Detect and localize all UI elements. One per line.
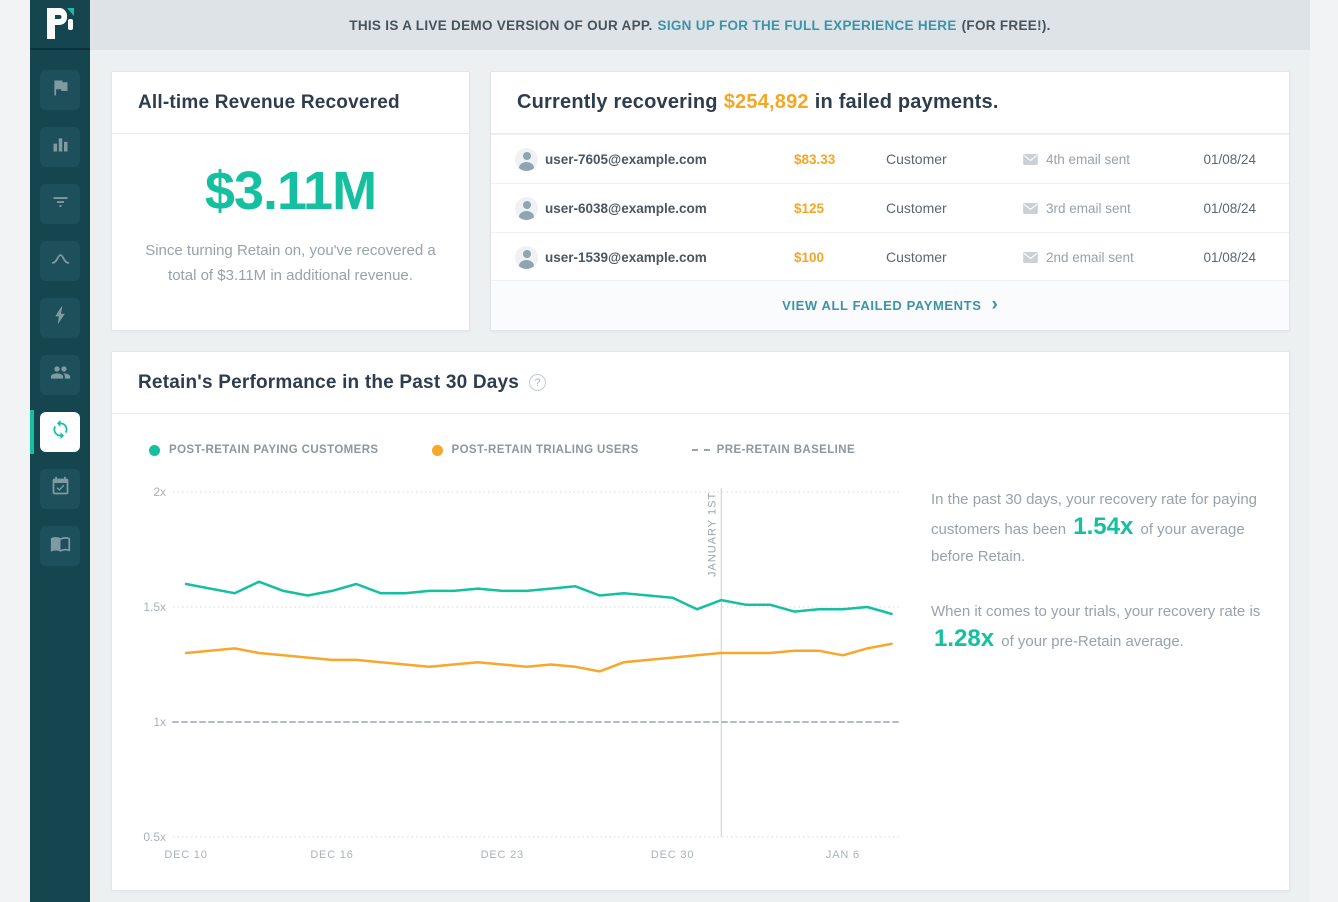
chevron-right-icon: › (991, 295, 997, 314)
avatar (515, 197, 538, 220)
customer-type: Customer (886, 135, 947, 184)
revenue-recovered-card: All-time Revenue Recovered $3.11M Since … (111, 71, 470, 331)
payment-amount: $100 (794, 233, 824, 282)
failed-payments-card: Currently recovering$254,892in failed pa… (490, 71, 1290, 331)
insight-paying: In the past 30 days, your recovery rate … (931, 486, 1283, 570)
sidebar-item-calendar[interactable] (40, 469, 80, 509)
view-all-label: VIEW ALL FAILED PAYMENTS (782, 298, 981, 313)
legend-item-baseline[interactable]: PRE-RETAIN BASELINE (692, 444, 855, 456)
bar-chart-icon (50, 134, 71, 160)
avatar (515, 246, 538, 269)
legend-dot-teal (149, 445, 160, 456)
payment-date: 01/08/24 (1203, 135, 1256, 184)
svg-text:DEC 30: DEC 30 (651, 849, 694, 861)
legend-item-paying[interactable]: POST-RETAIN PAYING CUSTOMERS (149, 444, 379, 456)
avatar (515, 148, 538, 171)
svg-text:JANUARY 1ST: JANUARY 1ST (706, 492, 718, 577)
sidebar-item-users[interactable] (40, 355, 80, 395)
performance-title: Retain's Performance in the Past 30 Days (138, 372, 519, 394)
legend-item-trialing[interactable]: POST-RETAIN TRIALING USERS (432, 444, 639, 456)
calendar-check-icon (50, 476, 71, 502)
lightning-icon (50, 305, 71, 331)
performance-chart: 2x 1.5x 1x 0.5x JANUARY 1ST DEC 10 DEC 16 DEC 2… (136, 481, 926, 873)
sidebar-nav (30, 70, 90, 583)
svg-text:2x: 2x (153, 485, 166, 499)
book-icon (50, 533, 71, 559)
revenue-description: Since turning Retain on, you've recovere… (131, 238, 451, 288)
revenue-card-header: All-time Revenue Recovered (112, 72, 469, 134)
svg-text:0.5x: 0.5x (143, 830, 166, 844)
demo-banner: THIS IS A LIVE DEMO VERSION OF OUR APP. … (90, 0, 1310, 50)
sidebar-item-filter[interactable] (40, 184, 80, 224)
sidebar-item-sync[interactable] (40, 412, 80, 452)
svg-text:1.5x: 1.5x (143, 600, 166, 614)
table-row[interactable]: user-7605@example.com $83.33 Customer 4t… (491, 134, 1289, 183)
revenue-card-title: All-time Revenue Recovered (138, 92, 400, 114)
email-status: 3rd email sent (1023, 184, 1131, 233)
insights-panel: In the past 30 days, your recovery rate … (931, 486, 1283, 655)
insight-trialing: When it comes to your trials, your recov… (931, 598, 1283, 655)
recovering-amount: $254,892 (724, 91, 809, 113)
chart-legend: POST-RETAIN PAYING CUSTOMERS POST-RETAIN… (149, 444, 908, 456)
banner-text-suffix: (FOR FREE!). (962, 18, 1051, 33)
view-all-failed-payments-button[interactable]: VIEW ALL FAILED PAYMENTS › (491, 280, 1289, 330)
main-content: All-time Revenue Recovered $3.11M Since … (90, 50, 1310, 902)
email-status: 2nd email sent (1023, 233, 1134, 282)
sync-icon (50, 419, 71, 445)
sidebar-item-trend[interactable] (40, 241, 80, 281)
filter-icon (50, 191, 71, 217)
table-row[interactable]: user-6038@example.com $125 Customer 3rd … (491, 183, 1289, 232)
flag-icon (50, 77, 71, 103)
failed-payments-title: Currently recovering$254,892in failed pa… (517, 91, 999, 114)
signup-link[interactable]: SIGN UP FOR THE FULL EXPERIENCE HERE (658, 18, 957, 33)
banner-text-prefix: THIS IS A LIVE DEMO VERSION OF OUR APP. (349, 18, 652, 33)
payment-date: 01/08/24 (1203, 184, 1256, 233)
profitwell-logo-icon (44, 7, 76, 41)
trend-peak-icon (50, 248, 71, 274)
customer-email: user-7605@example.com (545, 135, 707, 184)
payment-amount: $83.33 (794, 135, 835, 184)
users-icon (50, 362, 71, 388)
envelope-icon (1023, 154, 1038, 165)
payment-date: 01/08/24 (1203, 233, 1256, 282)
sidebar-item-docs[interactable] (40, 526, 80, 566)
sidebar-item-flag[interactable] (40, 70, 80, 110)
profitwell-logo[interactable] (30, 0, 90, 50)
customer-type: Customer (886, 184, 947, 233)
legend-dot-orange (432, 445, 443, 456)
customer-type: Customer (886, 233, 947, 282)
svg-text:DEC 23: DEC 23 (481, 849, 524, 861)
trial-rate-stat: 1.28x (931, 625, 997, 652)
envelope-icon (1023, 252, 1038, 263)
payment-amount: $125 (794, 184, 824, 233)
failed-payments-header: Currently recovering$254,892in failed pa… (491, 72, 1289, 134)
envelope-icon (1023, 203, 1038, 214)
help-icon[interactable]: ? (529, 374, 546, 391)
paying-rate-stat: 1.54x (1070, 513, 1136, 540)
performance-card: Retain's Performance in the Past 30 Days… (111, 351, 1290, 891)
revenue-amount: $3.11M (112, 160, 469, 222)
customer-email: user-1539@example.com (545, 233, 707, 282)
sidebar-item-lightning[interactable] (40, 298, 80, 338)
svg-text:JAN 6: JAN 6 (826, 849, 860, 861)
svg-text:1x: 1x (153, 715, 166, 729)
legend-dash-icon (692, 449, 710, 451)
svg-text:DEC 10: DEC 10 (164, 849, 207, 861)
table-row[interactable]: user-1539@example.com $100 Customer 2nd … (491, 232, 1289, 281)
svg-text:DEC 16: DEC 16 (310, 849, 353, 861)
customer-email: user-6038@example.com (545, 184, 707, 233)
performance-header: Retain's Performance in the Past 30 Days… (112, 352, 1289, 414)
sidebar-item-bar-chart[interactable] (40, 127, 80, 167)
app-screen: THIS IS A LIVE DEMO VERSION OF OUR APP. … (0, 0, 1338, 902)
email-status: 4th email sent (1023, 135, 1130, 184)
sidebar (30, 0, 90, 902)
